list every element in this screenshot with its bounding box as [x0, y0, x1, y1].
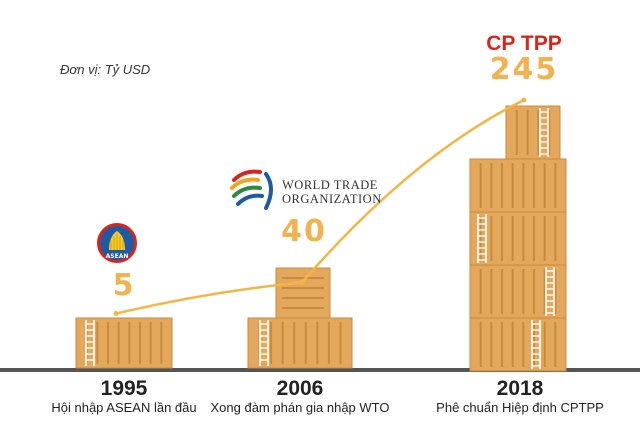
wto-line-2: ORGANIZATION: [282, 192, 382, 206]
container-2018-1: [469, 317, 567, 372]
container-2018-4: [469, 158, 567, 213]
value-label-1995: 5: [112, 268, 136, 303]
trend-point-1995: [113, 311, 119, 317]
container-2018-top: [505, 105, 561, 160]
year-label-2006: 2006: [276, 377, 324, 400]
caption-2018: Phê chuẩn Hiệp định CPTPP: [436, 400, 604, 415]
trend-point-2006: [299, 279, 305, 285]
container-2018-3: [469, 211, 567, 266]
asean-logo: ASEAN: [94, 220, 140, 271]
value-label-2006: 40: [281, 214, 327, 249]
wto-wordmark: WORLD TRADE ORGANIZATION: [282, 178, 382, 206]
caption-1995: Hội nhập ASEAN lần đầu: [51, 400, 197, 415]
caption-2006: Xong đàm phán gia nhập WTO: [210, 400, 390, 415]
unit-label: Đơn vị: Tỷ USD: [60, 62, 151, 77]
container-2006-top: [275, 267, 331, 319]
container-2018-2: [469, 264, 567, 319]
wto-logo: [226, 166, 278, 221]
ground-line: [0, 368, 640, 372]
year-label-2018: 2018: [496, 377, 544, 400]
year-label-1995: 1995: [100, 377, 148, 400]
cptpp-label: CP TPP: [486, 32, 562, 55]
value-label-2018: 245: [489, 52, 559, 87]
trend-point-2018: [521, 97, 527, 103]
wto-line-1: WORLD TRADE: [282, 178, 378, 192]
trend-line: [114, 98, 526, 315]
asean-logo-text: ASEAN: [106, 253, 129, 260]
